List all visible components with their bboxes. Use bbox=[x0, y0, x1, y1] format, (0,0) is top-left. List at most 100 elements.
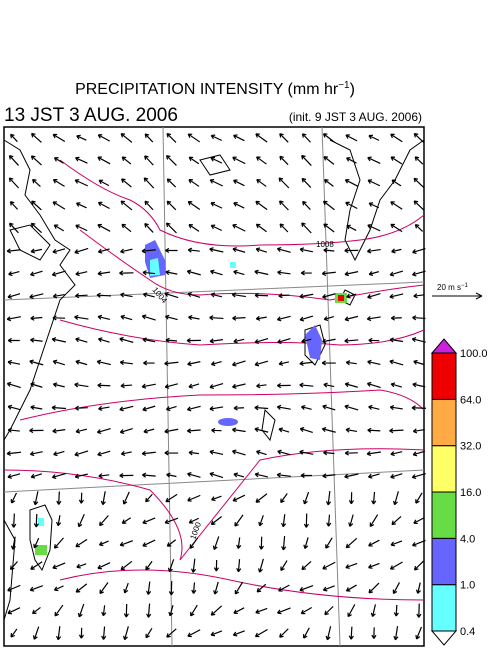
wind-arrow bbox=[281, 535, 287, 551]
wind-arrow bbox=[101, 605, 107, 617]
wind-arrow bbox=[367, 224, 381, 232]
wind-arrow bbox=[98, 405, 110, 411]
wind-arrow bbox=[256, 156, 267, 165]
lat-line bbox=[3, 281, 425, 301]
wind-arrow bbox=[322, 200, 335, 211]
wind-arrow bbox=[279, 223, 289, 233]
wind-arrow bbox=[97, 223, 111, 232]
coast bbox=[3, 139, 76, 441]
wind-arrow bbox=[141, 314, 156, 321]
title-main: PRECIPITATION INTENSITY (mm hr bbox=[75, 81, 339, 98]
wind-arrow bbox=[233, 179, 245, 187]
precipitation bbox=[35, 240, 347, 555]
wind-arrow bbox=[121, 156, 132, 165]
wind-arrow bbox=[74, 405, 88, 411]
wind-arrow bbox=[368, 271, 379, 276]
valid-time: 13 JST 3 AUG. 2006 bbox=[4, 105, 178, 126]
wind-arrow bbox=[76, 134, 87, 141]
wind-arrow bbox=[344, 382, 358, 388]
wind-arrow bbox=[7, 427, 20, 433]
wind-arrow bbox=[303, 491, 310, 505]
wind-arrow bbox=[30, 132, 42, 143]
wind-arrow bbox=[232, 630, 245, 637]
wind-arrow bbox=[413, 132, 425, 143]
wind-arrow bbox=[299, 427, 313, 433]
wind-arrow bbox=[144, 222, 154, 233]
wind-arrow bbox=[210, 605, 223, 616]
wind-arrow bbox=[276, 382, 291, 389]
wind-arrow bbox=[7, 293, 21, 299]
colorbar-segment bbox=[431, 445, 457, 493]
wind-arrow bbox=[345, 584, 357, 592]
wind-arrow bbox=[256, 383, 267, 389]
wind-arrow bbox=[190, 604, 198, 617]
wind-arrow bbox=[324, 605, 334, 616]
wind-arrow bbox=[11, 513, 17, 528]
wind-arrow bbox=[280, 560, 288, 571]
wind-arrow bbox=[166, 472, 177, 478]
colorbar-segment bbox=[431, 352, 457, 400]
wind-arrow bbox=[7, 607, 21, 615]
wind-arrow bbox=[414, 223, 424, 232]
wind-arrow bbox=[56, 491, 62, 505]
wind-arrow bbox=[145, 627, 153, 639]
wind-arrow bbox=[30, 473, 43, 479]
isobar bbox=[19, 389, 425, 421]
wind-arrow bbox=[323, 450, 335, 456]
wind-arrow bbox=[97, 314, 111, 321]
wind-arrow bbox=[412, 428, 425, 434]
wind-arrow bbox=[210, 201, 223, 209]
wind-arrow bbox=[120, 248, 133, 254]
wind-arrow bbox=[210, 134, 223, 142]
wind-arrow bbox=[29, 359, 44, 366]
wind-arrow bbox=[119, 336, 134, 343]
wind-arrow bbox=[345, 201, 358, 210]
wind-arrow bbox=[166, 178, 177, 188]
wind-arrow bbox=[300, 606, 313, 615]
wind-arrow bbox=[413, 200, 425, 211]
wind-arrow bbox=[77, 603, 85, 618]
wind-arrow bbox=[276, 404, 291, 410]
wind-arrow bbox=[188, 450, 200, 456]
wind-arrow bbox=[165, 269, 178, 275]
wind-arrow bbox=[165, 155, 177, 166]
wind-arrow bbox=[52, 293, 65, 299]
wind-arrow bbox=[236, 537, 242, 549]
wind-arrow bbox=[210, 224, 223, 232]
wind-arrow bbox=[74, 382, 89, 388]
wind-arrow bbox=[255, 607, 268, 614]
wind-arrow bbox=[75, 428, 88, 434]
wind-arrow bbox=[258, 536, 264, 550]
wind-arrow bbox=[78, 492, 84, 504]
wind-arrow bbox=[278, 584, 290, 592]
wind-arrow bbox=[98, 473, 110, 479]
coast bbox=[261, 408, 276, 442]
wind-arrow bbox=[256, 449, 267, 456]
map: 1008 1004 1000 bbox=[3, 126, 426, 647]
wind-arrow bbox=[413, 359, 425, 366]
title-sup: −1 bbox=[338, 80, 350, 91]
wind-arrow bbox=[7, 404, 21, 411]
wind-arrow bbox=[8, 155, 19, 166]
wind-arrow bbox=[187, 629, 201, 638]
wind-arrow bbox=[344, 404, 359, 411]
coast bbox=[29, 504, 53, 572]
wind-arrow bbox=[390, 156, 403, 165]
wind-arrow bbox=[9, 222, 19, 234]
wind-arrow bbox=[366, 316, 381, 322]
wind-arrow bbox=[30, 270, 43, 277]
wind-arrow bbox=[146, 603, 152, 618]
wind-arrow bbox=[74, 179, 89, 187]
wind-arrow bbox=[122, 626, 129, 641]
isobar bbox=[59, 159, 425, 247]
wind-arrow bbox=[165, 493, 178, 503]
wind-arrow bbox=[299, 585, 314, 592]
wind-arrow bbox=[277, 449, 291, 456]
wind-arrow bbox=[164, 428, 179, 434]
wind-arrow bbox=[367, 179, 381, 187]
wind-arrow bbox=[415, 626, 422, 640]
wind-arrow bbox=[344, 315, 359, 322]
wind-arrow bbox=[276, 247, 291, 253]
wind-arrow bbox=[99, 515, 109, 527]
wind-arrow bbox=[211, 495, 222, 502]
